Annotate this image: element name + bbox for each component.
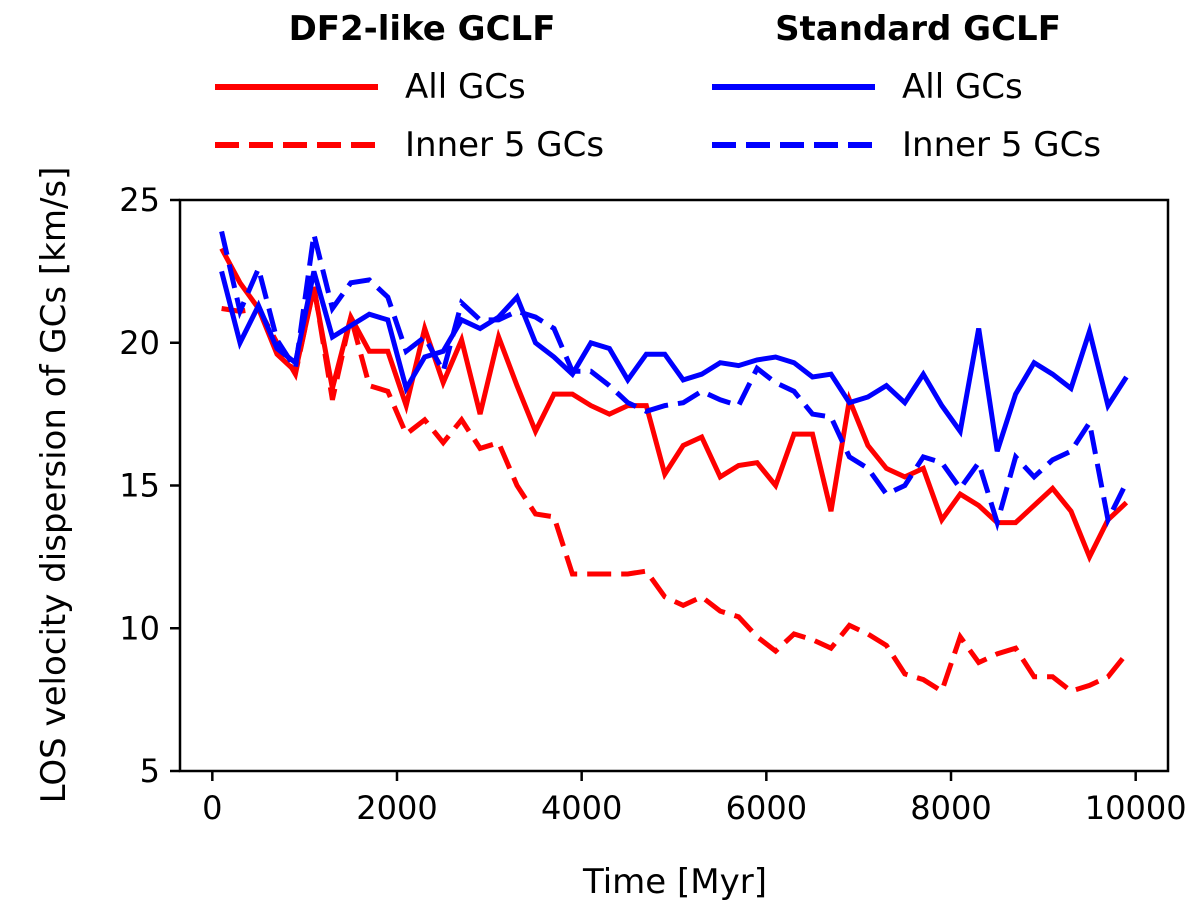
legend-label-df2-all: All GCs (405, 67, 526, 107)
x-tick-label: 0 (202, 789, 222, 827)
legend-title-standard: Standard GCLF (775, 9, 1061, 49)
y-tick-label: 10 (119, 609, 160, 647)
x-tick-label: 10000 (1085, 789, 1187, 827)
legend-label-df2-inner: Inner 5 GCs (405, 125, 604, 165)
y-axis-label: LOS velocity dispersion of GCs [km/s] (34, 167, 74, 804)
x-tick-label: 4000 (541, 789, 622, 827)
y-tick-label: 20 (119, 324, 160, 362)
series-line-2: DF2-like GCLF — Inner 5 GCs (221, 285, 1129, 695)
series-line-1: DF2-like GCLF — All GCs (219, 247, 1129, 563)
x-tick-label: 8000 (910, 789, 991, 827)
x-axis-label: Time [Myr] (582, 862, 767, 900)
y-tick-label: 5 (140, 752, 160, 790)
series-line-4: Standard GCLF — Inner 5 GCs (219, 230, 1129, 532)
plot-frame (178, 198, 1170, 773)
series-line-3: Standard GCLF — All GCs (219, 270, 1129, 452)
legend-label-standard-inner: Inner 5 GCs (902, 125, 1101, 165)
y-tick-label: 25 (119, 181, 160, 219)
y-tick-label: 15 (119, 467, 160, 505)
x-tick-label: 6000 (726, 789, 807, 827)
plot-series: DF2-like GCLF — All GCsDF2-like GCLF — I… (219, 230, 1129, 695)
legend-label-standard-all: All GCs (902, 67, 1023, 107)
legend-title-df2: DF2-like GCLF (289, 9, 556, 49)
axis-ticks: 0 2000 4000 6000 8000 10000 5 10 15 20 25 (119, 181, 1186, 827)
x-tick-label: 2000 (356, 789, 437, 827)
legend: DF2-like GCLF All GCs Inner 5 GCs Standa… (215, 9, 1101, 165)
